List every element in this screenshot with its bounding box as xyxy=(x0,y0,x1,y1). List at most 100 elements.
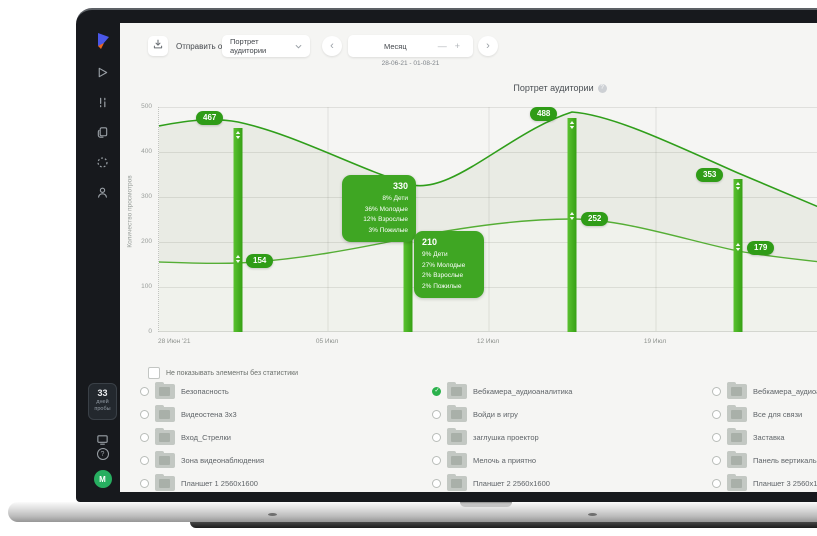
avatar-initial: М xyxy=(99,474,106,484)
gridlines xyxy=(159,107,817,332)
y-tick: 300 xyxy=(141,193,152,200)
info-glyph: ? xyxy=(600,85,604,92)
y-tick: 100 xyxy=(141,283,152,290)
data-bars xyxy=(233,118,743,332)
list-item[interactable]: Вебкамера_аудиоаналитика xyxy=(712,381,817,399)
list-item-label: Планшет 1 2560x1600 xyxy=(181,478,258,488)
tooltip-card: 210 9% Дети 27% Молодые 2% Взрослые 2% П… xyxy=(414,231,484,298)
list-item[interactable]: Безопасность xyxy=(140,381,229,399)
folder-thumbnail-icon xyxy=(155,473,175,491)
laptop-base xyxy=(8,502,817,522)
play-icon[interactable] xyxy=(96,65,110,79)
data-bar[interactable] xyxy=(733,179,743,332)
app-logo-icon[interactable] xyxy=(93,31,113,51)
list-item[interactable]: Планшет 2 2560x1600 xyxy=(432,473,550,491)
list-item[interactable]: Войди в игру xyxy=(432,404,518,422)
user-icon[interactable] xyxy=(96,185,110,199)
monitor-icon[interactable] xyxy=(96,432,110,446)
list-item[interactable]: Видеостена 3x3 xyxy=(140,404,237,422)
sliders-icon[interactable] xyxy=(96,95,110,109)
data-bar[interactable] xyxy=(567,118,577,332)
list-item[interactable]: Все для связи xyxy=(712,404,802,422)
tooltip-line: 3% Пожилые xyxy=(368,226,408,234)
sidebar-bottom: 33 дней пробы ? М xyxy=(88,382,117,492)
list-item[interactable]: заглушка проектор xyxy=(432,427,539,445)
list-item-selected[interactable]: Вебкамера_аудиоаналитика xyxy=(432,381,572,399)
avatar[interactable]: М xyxy=(93,470,112,488)
main-content: Отправить отчёт Портрет аудитории ‹ Меся… xyxy=(120,23,817,492)
radio-button[interactable] xyxy=(140,386,149,396)
y-tick: 200 xyxy=(141,238,152,245)
radio-button[interactable] xyxy=(432,478,441,488)
chevron-right-icon: › xyxy=(486,40,490,52)
radio-button[interactable] xyxy=(712,432,721,442)
zoom-out-button[interactable]: — xyxy=(437,41,447,51)
radio-button[interactable] xyxy=(432,409,441,419)
next-period-button[interactable]: › xyxy=(478,36,498,56)
radio-button[interactable] xyxy=(432,455,441,465)
help-glyph: ? xyxy=(100,450,105,458)
folder-thumbnail-icon xyxy=(447,473,467,491)
copy-icon[interactable] xyxy=(96,125,110,139)
period-label: Месяц xyxy=(384,41,407,51)
hide-empty-toggle[interactable]: Не показывать элементы без статистики xyxy=(148,367,298,379)
radio-button-selected[interactable] xyxy=(432,386,441,396)
x-tick: 12 Июл xyxy=(476,338,500,345)
help-icon[interactable]: ? xyxy=(96,448,109,460)
export-report-icon xyxy=(152,37,164,55)
list-item[interactable]: Вход_Стрелки xyxy=(140,427,231,445)
folder-thumbnail-icon xyxy=(727,381,747,399)
point-badge: 252 xyxy=(581,212,609,226)
radio-button[interactable] xyxy=(712,455,721,465)
list-item-label: Безопасность xyxy=(181,386,229,396)
send-report-button[interactable] xyxy=(148,36,168,56)
laptop-lid-scoop xyxy=(460,502,512,507)
chart-title-row: Портрет аудитории? xyxy=(460,83,660,94)
list-item[interactable]: Мелочь а приятно xyxy=(432,450,536,468)
radio-button[interactable] xyxy=(140,478,149,488)
list-item[interactable]: Панель вертикальная внутр xyxy=(712,450,817,468)
radio-button[interactable] xyxy=(140,455,149,465)
date-range: 28-06-21 - 01-08-21 xyxy=(381,60,440,67)
point-badge: 467 xyxy=(196,111,224,125)
trial-caption: пробы xyxy=(94,406,111,413)
radio-button[interactable] xyxy=(712,409,721,419)
data-bar[interactable] xyxy=(233,128,243,332)
list-item[interactable]: Заставка xyxy=(712,427,785,445)
tooltip-card: 330 8% Дети 36% Молодые 12% Взрослые 3% … xyxy=(342,175,416,242)
list-item-label: Вебкамера_аудиоаналитика xyxy=(753,386,817,396)
prev-period-button[interactable]: ‹ xyxy=(322,36,342,56)
tooltip-value: 210 xyxy=(422,237,438,247)
list-item[interactable]: Планшет 1 2560x1600 xyxy=(140,473,258,491)
list-item-label: Вход_Стрелки xyxy=(181,432,231,442)
y-axis-label: Количество просмотров xyxy=(126,175,134,248)
folder-thumbnail-icon xyxy=(727,404,747,422)
list-item[interactable]: Планшет 3 2560x1600 xyxy=(712,473,817,491)
tooltip-line: 8% Дети xyxy=(382,195,408,203)
radio-button[interactable] xyxy=(432,432,441,442)
laptop-foot xyxy=(268,513,277,516)
chevron-down-icon xyxy=(295,42,302,51)
radio-button[interactable] xyxy=(140,432,149,442)
checkbox[interactable] xyxy=(148,367,160,379)
data-bar[interactable] xyxy=(403,190,413,332)
y-tick: 0 xyxy=(148,328,152,335)
zoom-in-button[interactable]: + xyxy=(454,41,460,51)
list-item-label: Зона видеонаблюдения xyxy=(181,455,265,465)
y-tick: 500 xyxy=(141,103,152,110)
list-item[interactable]: Зона видеонаблюдения xyxy=(140,450,265,468)
trial-badge[interactable]: 33 дней пробы xyxy=(88,382,117,420)
radio-button[interactable] xyxy=(712,478,721,488)
chart-title: Портрет аудитории xyxy=(513,83,594,93)
folder-thumbnail-icon xyxy=(447,450,467,468)
radio-button[interactable] xyxy=(712,386,721,396)
dashed-circle-icon[interactable] xyxy=(96,155,110,169)
send-report-label[interactable]: Отправить отчёт xyxy=(176,42,239,51)
folder-thumbnail-icon xyxy=(155,381,175,399)
report-type-dropdown[interactable]: Портрет аудитории xyxy=(222,35,310,57)
x-tick: 19 Июл xyxy=(643,338,667,345)
info-icon[interactable]: ? xyxy=(597,84,607,94)
radio-button[interactable] xyxy=(140,409,149,419)
period-selector[interactable]: Месяц — + xyxy=(348,35,473,57)
